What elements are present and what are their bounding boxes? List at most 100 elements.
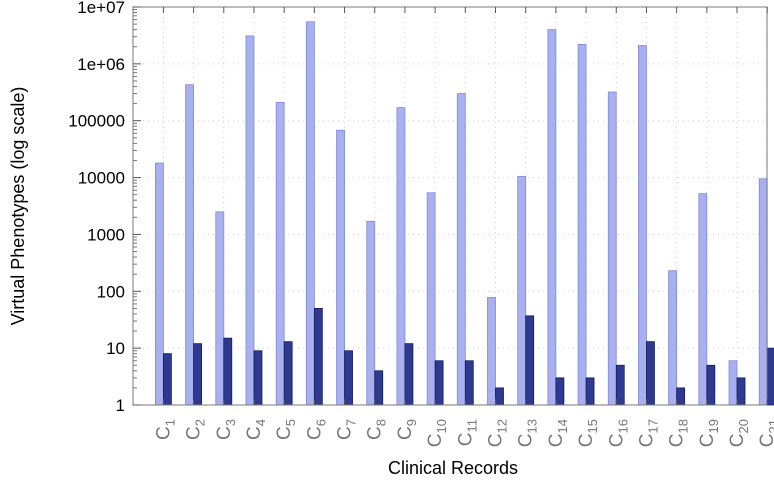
x-tick-label-base: C [757,433,774,447]
x-tick-label-base: C [636,433,657,447]
bar-series1-C8 [366,220,376,406]
x-tick-label: C6 [304,419,328,440]
bar-series1-C19 [698,193,708,406]
bars [154,21,774,406]
x-tick-label-base: C [335,426,356,440]
y-axis-title: Virtual Phenotypes (log scale) [8,87,28,326]
x-tick-label-base: C [697,433,718,447]
bar-series2-C16 [615,364,625,406]
y-tick-label: 1e+07 [77,0,125,17]
x-tick-label: C21 [757,419,774,447]
bar-series1-C9 [396,107,406,406]
x-tick-label-subscript: 14 [555,419,570,433]
y-tick-label: 1 [116,396,125,415]
x-tick-label-subscript: 18 [676,419,691,433]
y-tick-label: 1000 [87,225,125,244]
bar-series2-C12 [495,387,504,406]
y-tick-label: 10 [106,339,125,358]
bar-series1-C17 [638,45,647,406]
y-tick-label: 100000 [68,112,125,131]
bar-series2-C6 [313,308,323,406]
x-tick-label-subscript: 3 [223,419,238,426]
x-tick-label: C4 [244,419,268,440]
y-tick-label: 10000 [78,169,125,188]
x-tick-label-subscript: 1 [162,419,177,426]
bar-series2-C5 [283,341,293,406]
x-tick-label: C14 [546,419,570,447]
x-tick-label-base: C [244,426,265,440]
y-axis: 1 10 100 1000 10000 100000 1e+06 1e+07 [68,0,141,415]
plot-frame [132,6,768,406]
bar-series2-C17 [646,341,655,406]
bar-series1-C7 [336,129,345,406]
bar-series1-C14 [547,29,557,406]
bar-series1-C21 [758,178,768,406]
x-axis-title: Clinical Records [388,458,518,478]
bar-series1-C10 [426,192,436,406]
bar-series2-C4 [253,350,263,406]
x-tick-label-subscript: 11 [464,419,479,433]
bar-series2-C10 [434,360,444,406]
x-tick-label: C1 [153,419,177,440]
x-tick-label-subscript: 6 [313,419,328,426]
x-tick-label-base: C [395,426,416,440]
bar-series1-C4 [245,35,255,406]
x-tick-label-base: C [214,426,235,440]
x-tick-label-subscript: 10 [434,419,449,433]
x-tick-label: C8 [365,419,389,440]
bar-series1-C13 [517,175,527,406]
x-tick-label: C9 [395,419,419,440]
bar-series2-C9 [404,343,414,406]
x-tick-label-base: C [516,433,537,447]
bar-series2-C21 [766,347,774,406]
x-tick-label-subscript: 16 [615,419,630,433]
bar-series2-C3 [223,337,233,406]
bar-series2-C11 [464,360,474,406]
bar-series1-C16 [607,91,617,406]
y-tick-label: 1e+06 [77,55,125,74]
bar-series1-C2 [185,84,194,406]
x-tick-label-subscript: 7 [344,419,359,426]
bar-series2-C18 [676,387,686,406]
x-tick-label-subscript: 19 [706,419,721,433]
bar-series1-C15 [577,43,587,406]
bar-series2-C13 [525,315,535,406]
x-tick-label-base: C [304,426,325,440]
x-tick-label-subscript: 15 [585,419,600,433]
x-tick-label-base: C [576,433,597,447]
bar-series2-C20 [736,377,746,406]
x-tick-label: C15 [576,419,600,447]
x-tick-label-base: C [455,433,476,447]
y-tick-label: 100 [97,282,125,301]
bar-series2-C1 [162,353,172,406]
x-tick-label: C7 [335,419,359,440]
x-tick-label-subscript: 13 [525,419,540,433]
x-tick-label: C11 [455,419,479,446]
x-tick-label-subscript: 9 [404,419,419,426]
bar-series2-C15 [585,377,595,406]
x-tick-label-base: C [485,433,506,447]
x-tick-label-base: C [727,433,748,447]
x-tick-label-subscript: 17 [645,419,660,433]
x-tick-label: C2 [184,419,208,440]
bar-series1-C3 [215,211,225,406]
bar-series1-C11 [456,93,466,406]
x-axis: C1C2C3C4C5C6C7C8C9C10C11C12C13C14C15C16C… [153,7,774,447]
grid-lines [133,7,768,405]
bar-series2-C14 [555,377,565,406]
bar-series1-C1 [154,162,164,406]
x-tick-label-subscript: 20 [736,419,751,433]
bar-series1-C5 [275,101,285,406]
x-tick-label: C20 [727,419,751,447]
x-tick-label: C17 [636,419,660,447]
bar-series1-C12 [487,297,496,406]
x-tick-label-subscript: 12 [494,419,509,433]
x-tick-label: C5 [274,419,298,440]
x-tick-label-base: C [667,433,688,447]
x-tick-label-base: C [184,426,205,440]
x-tick-label: C13 [516,419,540,447]
bar-series2-C7 [344,350,353,406]
x-tick-label-subscript: 8 [374,419,389,426]
x-tick-label-base: C [365,426,386,440]
